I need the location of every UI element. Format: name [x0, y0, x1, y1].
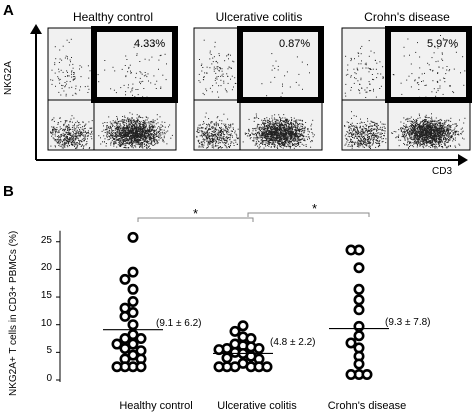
data-point: [353, 262, 365, 274]
data-point: [135, 333, 147, 345]
data-point: [127, 338, 139, 350]
flow-gate-box: [91, 26, 178, 103]
panel-a-x-axis-label: CD3: [432, 166, 453, 177]
summary-healthy: (9.1 ± 6.2): [156, 318, 202, 329]
data-point: [127, 319, 139, 331]
flow-plot-uc: [193, 26, 324, 151]
flow-plot-crohns: [341, 26, 472, 151]
flow-percent-uc: 0.87%: [279, 38, 311, 50]
data-point: [127, 283, 139, 295]
significance-star-hc-uc: *: [193, 206, 199, 221]
data-point: [345, 368, 357, 380]
significance-bracket: [137, 217, 254, 222]
data-point: [127, 266, 139, 278]
group-label-crohns: Crohn's disease: [327, 400, 407, 412]
data-point: [229, 325, 241, 337]
flow-events: [196, 39, 320, 149]
data-point: [237, 320, 249, 332]
y-tick-label: 0: [46, 373, 52, 384]
group-points-1: [213, 320, 273, 373]
flow-events: [344, 30, 468, 149]
data-point: [111, 338, 123, 350]
data-point: [127, 295, 139, 307]
panel-a-y-arrowhead: [30, 24, 42, 34]
panel-a-x-arrowhead: [458, 154, 468, 166]
y-tick-label: 20: [40, 262, 52, 274]
group-label-uc: Ulcerative colitis: [217, 400, 297, 412]
data-point: [119, 310, 131, 322]
group-label-healthy: Healthy control: [119, 400, 193, 412]
data-point: [213, 361, 225, 373]
data-point: [345, 337, 357, 349]
y-tick-label: 10: [40, 317, 52, 329]
data-point: [119, 273, 131, 285]
flow-plot-frame: [341, 27, 471, 151]
y-tick-label: 5: [46, 345, 52, 357]
data-point: [127, 231, 139, 243]
flow-percent-healthy: 4.33%: [134, 38, 166, 50]
data-point: [353, 304, 365, 316]
flow-gate-box: [385, 26, 472, 103]
summary-uc: (4.8 ± 2.2): [270, 337, 316, 348]
y-tick-label: 25: [40, 234, 52, 246]
y-tick-label: 15: [40, 290, 52, 302]
data-point: [261, 361, 273, 373]
flow-plot-healthy: [47, 26, 178, 151]
panel-a-axes: [30, 24, 468, 166]
data-point: [353, 283, 365, 295]
flow-events: [50, 38, 173, 149]
data-point: [119, 333, 131, 345]
flow-cytometry-plots: [47, 26, 472, 151]
flow-percent-crohns: 5.97%: [427, 38, 459, 50]
data-point: [353, 294, 365, 306]
summary-crohns: (9.3 ± 7.8): [385, 317, 431, 328]
flow-plot-title-healthy: Healthy control: [72, 10, 154, 24]
significance-bracket: [247, 212, 370, 217]
data-point: [119, 342, 131, 354]
flow-gate-box: [237, 26, 324, 103]
data-point: [361, 368, 373, 380]
data-point: [253, 342, 265, 354]
data-point: [353, 358, 365, 370]
panel-a-letter: A: [3, 2, 14, 19]
group-points-0: [103, 231, 163, 373]
data-point: [345, 244, 357, 256]
data-point: [353, 330, 365, 342]
group-points-2: [329, 244, 389, 380]
flow-plot-title-crohns: Crohn's disease: [364, 10, 450, 24]
significance-star-uc-cd: *: [312, 201, 318, 216]
dot-plot: [56, 212, 389, 382]
flow-plot-title-uc: Ulcerative colitis: [215, 10, 303, 24]
panel-b-letter: B: [3, 183, 14, 200]
data-point: [111, 361, 123, 373]
data-point: [135, 361, 147, 373]
